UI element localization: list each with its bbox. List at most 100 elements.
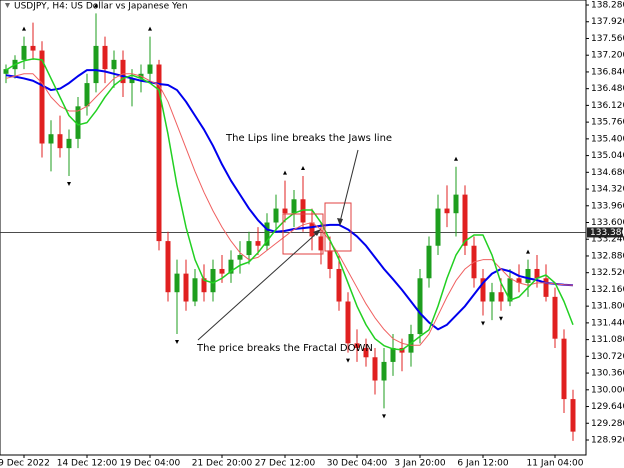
annotation: The price breaks the Fractal DOWN	[196, 343, 373, 354]
y-tick-label: 137.560	[591, 34, 624, 44]
current-price-box	[587, 227, 623, 238]
candle-body	[417, 278, 423, 335]
symbol-icon	[5, 3, 10, 8]
y-tick-label: 137.200	[591, 51, 624, 61]
y-tick-label: 133.600	[591, 218, 624, 228]
y-tick-label: 129.280	[591, 419, 624, 429]
y-tick-label: 134.680	[591, 168, 624, 178]
y-tick-label: 136.840	[591, 67, 624, 77]
candle-body	[426, 245, 432, 279]
current-price-label: 133.386	[590, 228, 624, 238]
indicator-line	[5, 73, 574, 346]
candle-body	[552, 296, 558, 339]
indicator-line	[5, 58, 574, 351]
candle-body	[453, 194, 459, 214]
x-tick-label: 21 Dec 20:00	[192, 459, 253, 468]
candle-body	[363, 347, 369, 358]
x-tick-label: 19 Dec 04:00	[120, 459, 181, 468]
candle-body	[30, 45, 36, 51]
arrow-head	[337, 218, 343, 226]
candle-body	[57, 134, 63, 149]
candle-body	[462, 194, 468, 246]
candle-body	[255, 241, 261, 246]
candle-body	[210, 268, 216, 293]
candle-body	[516, 278, 522, 283]
y-tick-label: 130.360	[591, 369, 624, 379]
fractal-up	[454, 156, 458, 161]
candle-body	[21, 45, 27, 60]
chart-title: USDJPY, H4: US Dollar vs Japanese Yen	[14, 2, 188, 12]
fractal-down	[346, 358, 350, 363]
candle-body	[246, 241, 252, 256]
fractal-up	[283, 170, 287, 175]
candle-body	[66, 138, 72, 149]
fractal-up	[301, 166, 305, 171]
candle-body	[507, 278, 513, 302]
candle-body	[300, 199, 306, 223]
fractal-down	[175, 340, 179, 345]
candle-body	[75, 106, 81, 139]
fractal-down	[481, 321, 485, 326]
y-tick-label: 132.880	[591, 251, 624, 261]
candle-body	[318, 236, 324, 251]
candle-body	[102, 45, 108, 70]
y-tick-label: 130.000	[591, 385, 624, 395]
candle-body	[129, 78, 135, 84]
y-tick-label: 135.760	[591, 118, 624, 128]
candle-body	[237, 255, 243, 260]
candle-body	[345, 301, 351, 344]
y-tick-label: 129.640	[591, 402, 624, 412]
candle-body	[543, 278, 549, 297]
candle-body	[444, 208, 450, 214]
x-tick-label: 14 Dec 12:00	[57, 459, 118, 468]
y-tick-label: 138.280	[591, 1, 624, 11]
annotation-arrow	[339, 149, 359, 223]
x-tick-label: 30 Dec 04:00	[327, 459, 388, 468]
candle-body	[570, 399, 576, 432]
candle-body	[327, 250, 333, 269]
x-tick-label: 3 Jan 20:00	[394, 459, 446, 468]
highlight-box	[324, 202, 352, 252]
plot-frame	[0, 0, 587, 456]
y-tick-label: 133.240	[591, 235, 624, 245]
highlight-box	[282, 213, 324, 255]
candle-body	[264, 222, 270, 246]
y-tick-label: 132.160	[591, 285, 624, 295]
candle-body	[84, 83, 90, 107]
fractal-down	[382, 414, 386, 419]
fractal-up	[94, 3, 98, 8]
candle-body	[498, 292, 504, 302]
y-tick-label: 137.920	[591, 17, 624, 27]
candle-body	[192, 278, 198, 302]
candle-body	[111, 59, 117, 70]
fractal-up	[526, 249, 530, 254]
candle-body	[489, 292, 495, 302]
candle-body	[291, 199, 297, 214]
x-tick-label: 9 Dec 2022	[0, 459, 50, 468]
annotation-arrow	[197, 231, 319, 341]
candle-body	[156, 64, 162, 242]
fractal-up	[148, 26, 152, 31]
y-tick-label: 135.400	[591, 134, 624, 144]
marks	[0, 3, 586, 441]
candle-body	[147, 64, 153, 74]
fractal-down	[499, 316, 503, 321]
candle-body	[309, 222, 315, 237]
fractal-down	[67, 182, 71, 187]
y-tick-label: 134.320	[591, 185, 624, 195]
fractal-up	[22, 26, 26, 31]
y-tick-label: 136.120	[591, 101, 624, 111]
candle-body	[480, 278, 486, 302]
candle-body	[183, 273, 189, 302]
candle-body	[120, 59, 126, 84]
candle-body	[165, 241, 171, 293]
candle-body	[3, 69, 9, 74]
candle-body	[372, 357, 378, 381]
candle-body	[561, 338, 567, 400]
y-tick-label: 136.480	[591, 84, 624, 94]
x-tick-label: 11 Jan 04:00	[527, 459, 584, 468]
candle-body	[390, 347, 396, 362]
candle-body	[228, 259, 234, 274]
candle-body	[273, 208, 279, 223]
